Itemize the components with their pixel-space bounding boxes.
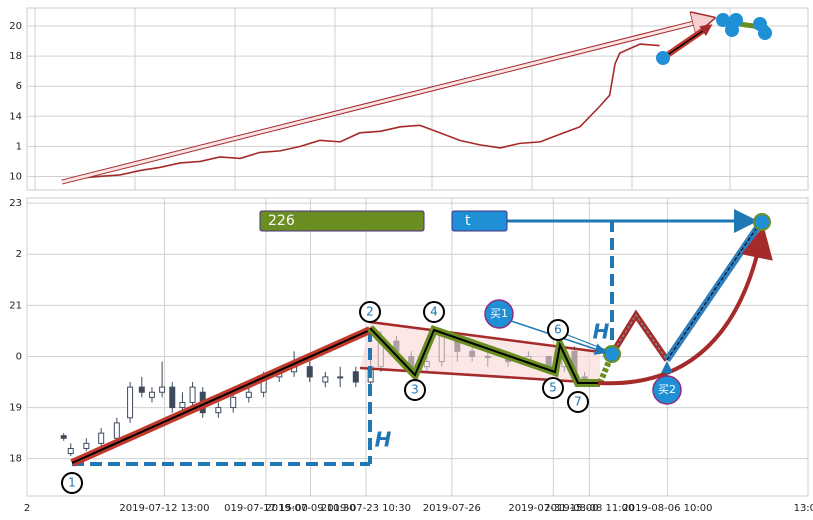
y-tick-label: 1	[16, 141, 22, 152]
candle-body	[127, 386, 134, 419]
point-marker	[542, 377, 564, 399]
candle-body	[245, 391, 252, 398]
zigzag	[369, 327, 600, 384]
candle-body	[322, 376, 329, 383]
y-tick-label: 0	[16, 351, 22, 362]
y-tick-label: 14	[9, 111, 22, 122]
candle-body	[113, 422, 120, 439]
wave	[71, 329, 371, 464]
marker	[725, 23, 739, 37]
candle-body	[179, 401, 186, 409]
point-label: 3	[411, 383, 419, 397]
box-label: 226	[268, 213, 295, 229]
candle-body	[83, 442, 90, 449]
marker	[716, 13, 730, 27]
candle-body	[159, 386, 166, 393]
candle-body	[98, 432, 105, 444]
buy-label: 买2	[658, 383, 676, 396]
point-marker	[547, 319, 569, 341]
candle-body	[215, 407, 222, 414]
candle-body	[230, 396, 237, 409]
point-label: 1	[68, 476, 76, 490]
breakout-point	[603, 345, 621, 363]
marker	[656, 51, 670, 65]
point-label: 5	[549, 381, 557, 395]
x-tick-label: 2019-08-08 11:00	[544, 503, 634, 514]
point-label: 7	[574, 395, 582, 409]
point-marker	[567, 391, 589, 413]
overlay	[61, 13, 773, 467]
candle-body	[337, 376, 344, 379]
candle-body	[306, 366, 313, 378]
candle-body	[60, 435, 67, 439]
point-marker	[423, 301, 445, 323]
point-marker	[359, 301, 381, 323]
x-tick-label: 019-07-17 15:00	[224, 503, 308, 514]
buy-marker	[652, 375, 682, 405]
target-point	[753, 213, 771, 231]
candle-body	[189, 386, 196, 403]
y-tick-label: 19	[9, 403, 22, 414]
y-tick-label: 10	[9, 171, 22, 182]
red-arrow	[662, 24, 713, 59]
y-tick-label: 18	[9, 51, 22, 62]
buy-label: 买1	[490, 307, 508, 320]
buy-marker	[484, 299, 514, 329]
curve-arrow	[597, 226, 773, 386]
price-line	[61, 43, 660, 184]
point-label: 6	[554, 323, 562, 337]
x-tick-label: 2019-08-06 10:00	[622, 503, 712, 514]
x-tick-label: 2019-07-23 10:30	[321, 503, 411, 514]
top-vgrid	[34, 8, 731, 190]
point-label: 2	[366, 305, 374, 319]
y-tick-label: 23	[9, 198, 22, 209]
x-tick-label: 13:00	[794, 503, 813, 514]
y-tick-label: 18	[9, 454, 22, 465]
label-box	[451, 210, 508, 232]
y-tick-label: 6	[16, 81, 22, 92]
box-label: t	[465, 213, 471, 229]
candle-body	[148, 391, 155, 398]
x-tick-label: 2019-07-26	[423, 503, 481, 514]
point-marker	[61, 472, 83, 494]
trend-arrow	[61, 19, 710, 184]
candle-body	[352, 371, 359, 383]
height-label: H	[375, 428, 392, 452]
height-label: H	[593, 320, 610, 344]
point-label: 4	[430, 305, 438, 319]
x-tick-label: 2	[24, 503, 30, 514]
x-tick-label: 2019-07-12 13:00	[119, 503, 209, 514]
candle-body	[138, 386, 145, 393]
marker	[758, 26, 772, 40]
candle-body	[67, 447, 74, 455]
candle-body	[169, 386, 176, 409]
pullback	[611, 313, 668, 361]
point-marker	[404, 379, 426, 401]
y-tick-label: 20	[9, 21, 22, 32]
y-tick-label: 2	[16, 249, 22, 260]
label-box	[259, 210, 425, 232]
x-tick-label: 2019-07-09 10:30	[265, 503, 355, 514]
x-tick-label: 2019-07-31 15:00	[508, 503, 598, 514]
y-tick-label: 21	[9, 300, 22, 311]
